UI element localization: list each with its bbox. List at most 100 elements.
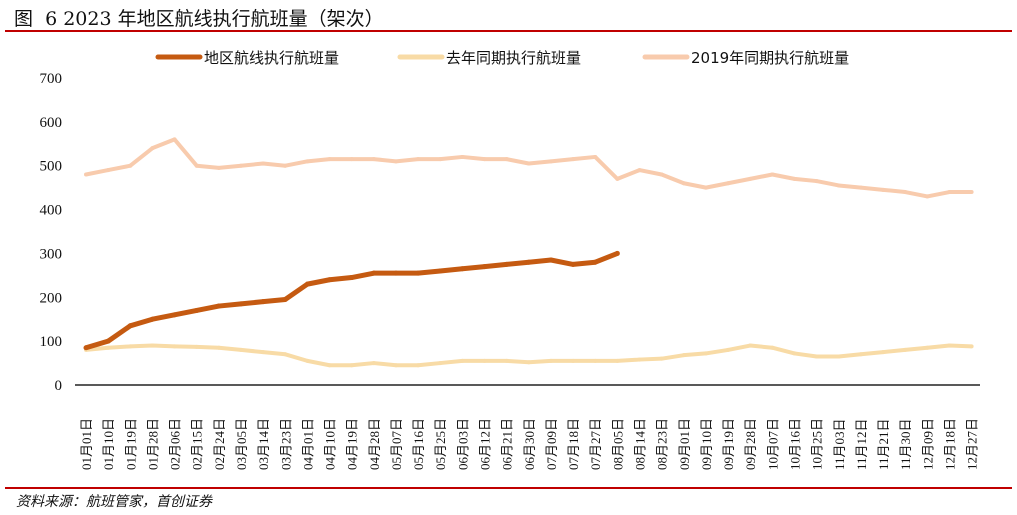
data-point-2 bbox=[482, 157, 487, 162]
data-point-0 bbox=[371, 270, 377, 276]
x-tick-label: 11月12日 bbox=[854, 418, 869, 470]
data-point-2 bbox=[150, 146, 155, 151]
data-point-1 bbox=[748, 343, 753, 348]
x-tick-label: 10月16日 bbox=[787, 418, 802, 470]
data-point-1 bbox=[194, 344, 199, 349]
source-divider bbox=[5, 487, 1012, 489]
x-tick-label: 11月21日 bbox=[876, 418, 891, 470]
data-point-2 bbox=[836, 183, 841, 188]
data-point-1 bbox=[504, 358, 509, 363]
x-tick-label: 09月10日 bbox=[699, 418, 714, 470]
y-tick-label: 300 bbox=[40, 246, 63, 262]
data-point-2 bbox=[526, 161, 531, 166]
data-point-2 bbox=[770, 172, 775, 177]
data-point-1 bbox=[327, 363, 332, 368]
data-point-0 bbox=[238, 301, 244, 307]
data-point-1 bbox=[659, 356, 664, 361]
data-point-1 bbox=[792, 351, 797, 356]
data-point-2 bbox=[637, 168, 642, 173]
x-tick-label: 02月24日 bbox=[212, 418, 227, 470]
data-point-0 bbox=[105, 338, 111, 344]
data-point-0 bbox=[415, 270, 421, 276]
data-point-1 bbox=[305, 358, 310, 363]
data-point-2 bbox=[903, 190, 908, 195]
x-tick-label: 09月19日 bbox=[721, 418, 736, 470]
data-point-2 bbox=[969, 190, 974, 195]
data-point-0 bbox=[260, 299, 266, 305]
x-tick-label: 09月01日 bbox=[677, 418, 692, 470]
data-point-1 bbox=[814, 354, 819, 359]
data-point-1 bbox=[881, 350, 886, 355]
data-point-2 bbox=[327, 157, 332, 162]
data-point-1 bbox=[925, 345, 930, 350]
data-point-2 bbox=[881, 187, 886, 192]
x-tick-label: 04月19日 bbox=[345, 418, 360, 470]
x-tick-label: 07月18日 bbox=[566, 418, 581, 470]
x-tick-label: 02月06日 bbox=[168, 418, 183, 470]
x-tick-label: 11月30日 bbox=[898, 418, 913, 470]
data-point-1 bbox=[416, 363, 421, 368]
y-tick-label: 200 bbox=[40, 290, 63, 306]
data-point-2 bbox=[615, 176, 620, 181]
data-point-1 bbox=[261, 350, 266, 355]
data-point-0 bbox=[149, 316, 155, 322]
x-tick-label: 12月18日 bbox=[942, 418, 957, 470]
x-tick-label: 04月28日 bbox=[367, 418, 382, 470]
legend-label-0: 地区航线执行航班量 bbox=[204, 49, 339, 67]
data-point-1 bbox=[150, 343, 155, 348]
data-point-2 bbox=[548, 159, 553, 164]
data-point-1 bbox=[571, 358, 576, 363]
x-tick-label: 06月03日 bbox=[455, 418, 470, 470]
data-point-1 bbox=[969, 344, 974, 349]
data-point-2 bbox=[438, 157, 443, 162]
data-point-2 bbox=[261, 161, 266, 166]
data-point-0 bbox=[526, 259, 532, 265]
y-tick-label: 500 bbox=[40, 159, 63, 175]
x-tick-label: 06月21日 bbox=[500, 418, 515, 470]
x-tick-label: 01月01日 bbox=[79, 418, 94, 470]
data-point-2 bbox=[925, 194, 930, 199]
data-point-2 bbox=[858, 185, 863, 190]
x-tick-label: 04月01日 bbox=[300, 418, 315, 470]
data-point-2 bbox=[238, 163, 243, 168]
data-point-0 bbox=[327, 277, 333, 283]
data-point-1 bbox=[836, 354, 841, 359]
data-point-2 bbox=[283, 163, 288, 168]
y-tick-label: 600 bbox=[40, 115, 63, 131]
data-point-0 bbox=[304, 281, 310, 287]
x-tick-label: 01月28日 bbox=[145, 418, 160, 470]
data-point-1 bbox=[128, 344, 133, 349]
data-point-1 bbox=[526, 360, 531, 365]
x-tick-label: 06月30日 bbox=[522, 418, 537, 470]
source-note: 资料来源：航班管家，首创证券 bbox=[16, 494, 212, 510]
x-tick-label: 05月25日 bbox=[433, 418, 448, 470]
data-point-1 bbox=[703, 351, 708, 356]
x-tick-label: 03月05日 bbox=[234, 418, 249, 470]
data-point-1 bbox=[903, 347, 908, 352]
x-tick-label: 03月23日 bbox=[278, 418, 293, 470]
data-point-0 bbox=[172, 312, 178, 318]
data-point-0 bbox=[548, 257, 554, 263]
x-tick-label: 05月07日 bbox=[389, 418, 404, 470]
data-point-1 bbox=[726, 347, 731, 352]
data-point-2 bbox=[504, 157, 509, 162]
x-tick-label: 01月10日 bbox=[101, 418, 116, 470]
x-tick-label: 08月14日 bbox=[633, 418, 648, 470]
data-point-0 bbox=[282, 296, 288, 302]
data-point-1 bbox=[681, 353, 686, 358]
data-point-1 bbox=[593, 358, 598, 363]
x-tick-label: 01月19日 bbox=[123, 418, 138, 470]
data-point-0 bbox=[592, 259, 598, 265]
y-tick-label: 100 bbox=[40, 334, 63, 350]
data-point-2 bbox=[681, 181, 686, 186]
data-point-1 bbox=[172, 344, 177, 349]
data-point-1 bbox=[393, 363, 398, 368]
legend-label-2: 2019年同期执行航班量 bbox=[691, 49, 849, 67]
data-point-2 bbox=[84, 172, 88, 177]
x-tick-label: 08月23日 bbox=[655, 418, 670, 470]
data-point-1 bbox=[460, 358, 465, 363]
data-point-1 bbox=[482, 358, 487, 363]
data-point-1 bbox=[283, 352, 288, 357]
data-point-2 bbox=[571, 157, 576, 162]
